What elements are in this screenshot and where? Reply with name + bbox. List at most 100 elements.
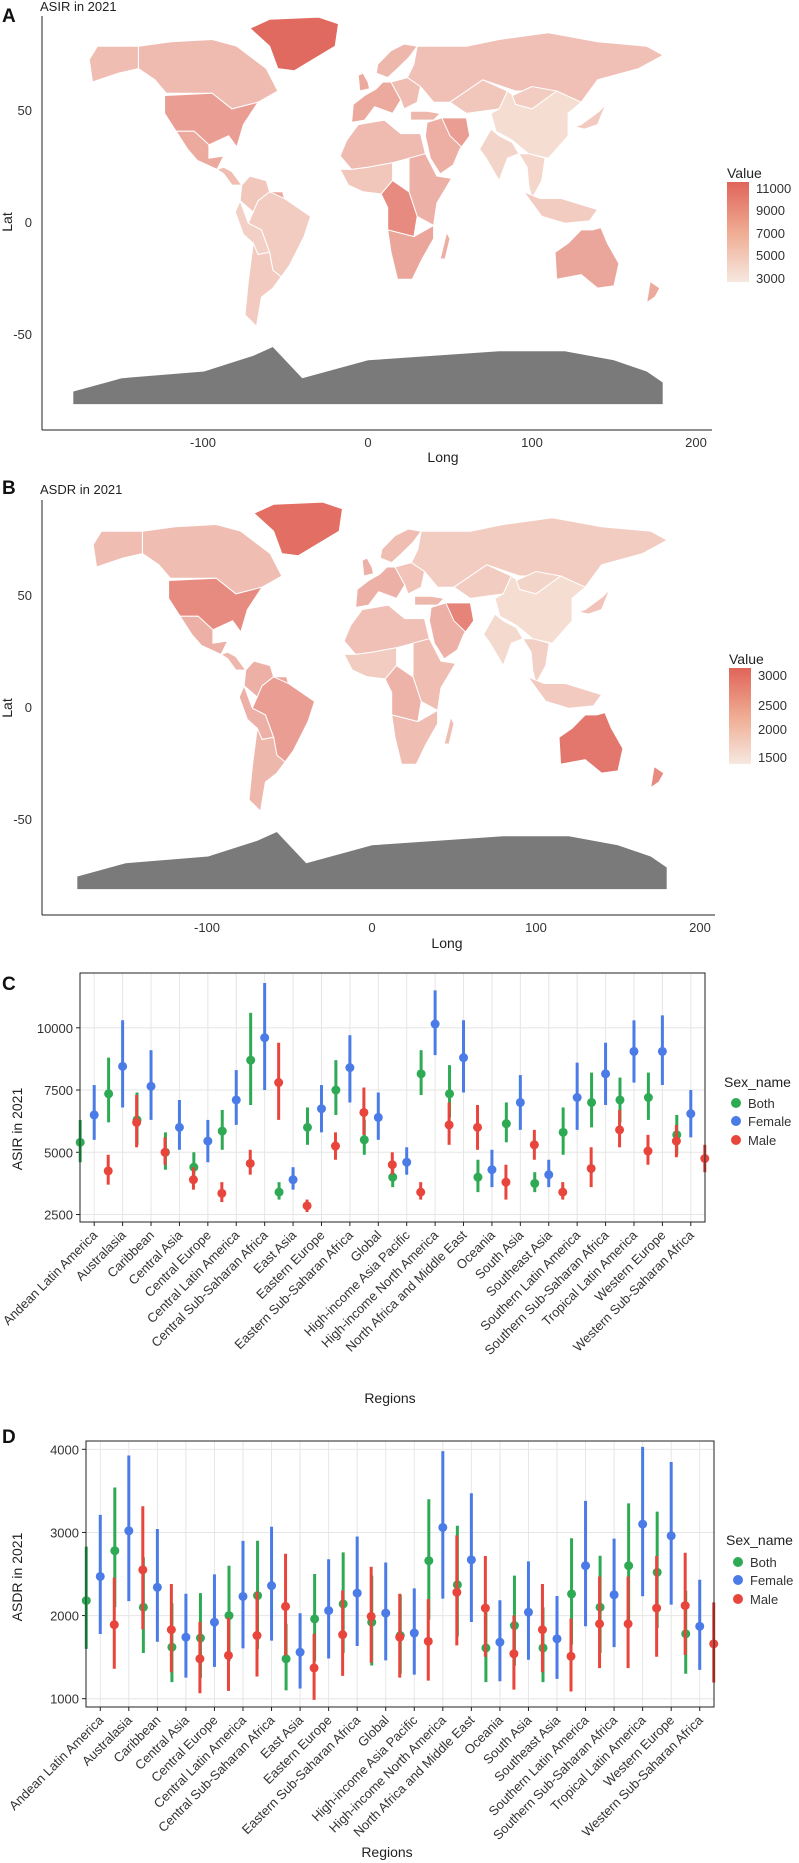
chart-d-point-male (652, 1603, 662, 1613)
panel-b-xtick: 0 (368, 920, 375, 935)
map-b-region-southern-africa (391, 709, 439, 765)
map-a-region-madagascar (439, 230, 451, 260)
panel-a-legend-value: 11000 (756, 181, 791, 196)
chart-d-point-male (338, 1630, 348, 1640)
chart-d-point-male (223, 1650, 233, 1660)
chart-d-point-male (623, 1619, 633, 1629)
map-a-region-iran (441, 117, 471, 148)
chart-d-point-male (509, 1649, 519, 1659)
panel-b-legend-value: 1500 (758, 750, 787, 765)
chart-c-point-male (188, 1175, 198, 1185)
panel-a-ytick: -50 (13, 327, 32, 342)
map-a-region-alaska (88, 45, 139, 83)
map-a-region-canada (137, 38, 279, 110)
panel-b-map (76, 501, 669, 891)
panel-a-title: ASIR in 2021 (40, 0, 117, 14)
map-a-region-central-america (215, 166, 243, 186)
chart-c-point-both (530, 1178, 540, 1188)
map-a-region-argentina-chile (244, 241, 282, 328)
chart-d-point-female (695, 1621, 705, 1631)
map-a-region-usa (164, 92, 260, 149)
chart-c-point-male (387, 1160, 397, 1170)
chart-c-point-both (558, 1127, 568, 1137)
legend-key-male (733, 1594, 743, 1604)
chart-d-point-female (466, 1555, 476, 1565)
map-a-region-mongolia (511, 85, 558, 110)
map-a-region-uk (357, 72, 371, 92)
panel-b-colorbar (729, 668, 751, 764)
chart-c-point-both (615, 1095, 625, 1105)
panel-a-legend-value: 3000 (756, 271, 785, 286)
map-b-region-argentina-chile (248, 726, 286, 813)
chart-c-plot-frame (79, 972, 706, 1223)
chart-c-point-male (615, 1125, 625, 1135)
panel-a-xtick: -100 (190, 435, 216, 450)
map-b-region-new-zealand (645, 765, 665, 792)
map-a-region-europe-west (351, 81, 402, 124)
chart-c-point-female (231, 1095, 241, 1105)
chart-c-point-male (245, 1158, 255, 1168)
map-b-region-europe-west (355, 566, 406, 609)
panel-a-map (72, 16, 665, 406)
chart-c-point-both (473, 1172, 483, 1182)
map-b-region-madagascar (443, 715, 455, 745)
chart-c-point-both (104, 1089, 114, 1099)
chart-c-point-male (359, 1107, 369, 1117)
map-a-region-greenland (249, 16, 340, 72)
chart-c-point-male (416, 1187, 426, 1197)
legend-key-both (731, 1098, 741, 1108)
panel-b-label: B (2, 478, 16, 499)
chart-c-point-female (459, 1053, 469, 1063)
chart-d-point-male (680, 1601, 690, 1611)
chart-c-point-female (373, 1112, 383, 1122)
chart-c-point-male (529, 1140, 539, 1150)
chart-c-point-both (587, 1097, 597, 1107)
panel-d-ylabel: ASDR in 2021 (9, 1532, 25, 1621)
chart-d-point-female (552, 1634, 562, 1644)
chart-d-point-both (424, 1556, 434, 1566)
chart-c-point-female (430, 1019, 440, 1029)
panel-b-ylabel: Lat (0, 698, 15, 718)
panel-a-xlabel: Long (427, 449, 458, 465)
chart-c-ytick-label: 7500 (44, 1083, 73, 1098)
chart-c-ytick-label: 10000 (37, 1021, 73, 1036)
chart-d-point-female (638, 1519, 648, 1529)
panel-c-legend-title: Sex_name (724, 1074, 791, 1090)
chart-d-point-female (209, 1617, 219, 1627)
map-a-region-japan-korea (572, 104, 607, 130)
chart-d-point-male (595, 1619, 605, 1629)
map-b-region-mongolia (515, 570, 562, 595)
chart-c-point-male (473, 1122, 483, 1132)
chart-c-point-female (402, 1157, 412, 1167)
chart-c-point-female (686, 1109, 696, 1119)
chart-d-point-male (166, 1625, 176, 1635)
chart-c-point-female (515, 1097, 525, 1107)
map-a-region-southeast-asia (518, 153, 546, 200)
map-a-region-southern-africa (387, 224, 435, 280)
panel-c-legend: Sex_name Both Female Male (724, 1074, 791, 1148)
map-b-region-japan-korea (576, 589, 611, 615)
chart-d-point-female (523, 1607, 533, 1617)
chart-c-point-male (217, 1188, 227, 1198)
legend-key-female (733, 1575, 743, 1585)
chart-d-point-male (480, 1603, 490, 1613)
panel-b-ytick: 0 (25, 700, 32, 715)
panel-a-ylabel: Lat (0, 212, 15, 232)
chart-c-point-female (601, 1069, 611, 1079)
panel-a-colorbar (727, 182, 749, 282)
chart-d-point-female (267, 1581, 277, 1591)
chart-c-point-both (416, 1069, 426, 1079)
panel-a-ytick: 50 (18, 103, 32, 118)
map-b-region-central-america (219, 651, 247, 671)
chart-d-point-male (138, 1565, 148, 1575)
map-b-region-alaska (92, 530, 143, 568)
chart-d-point-male (366, 1611, 376, 1621)
chart-d-point-male (452, 1587, 462, 1597)
chart-d-point-male (309, 1663, 319, 1673)
panel-a-legend-value: 5000 (756, 248, 785, 263)
panel-c-xlabel: Regions (364, 1390, 415, 1406)
map-b-region-usa (168, 577, 264, 634)
chart-d-ytick-label: 3000 (50, 1525, 79, 1540)
chart-d-point-male (109, 1620, 119, 1630)
